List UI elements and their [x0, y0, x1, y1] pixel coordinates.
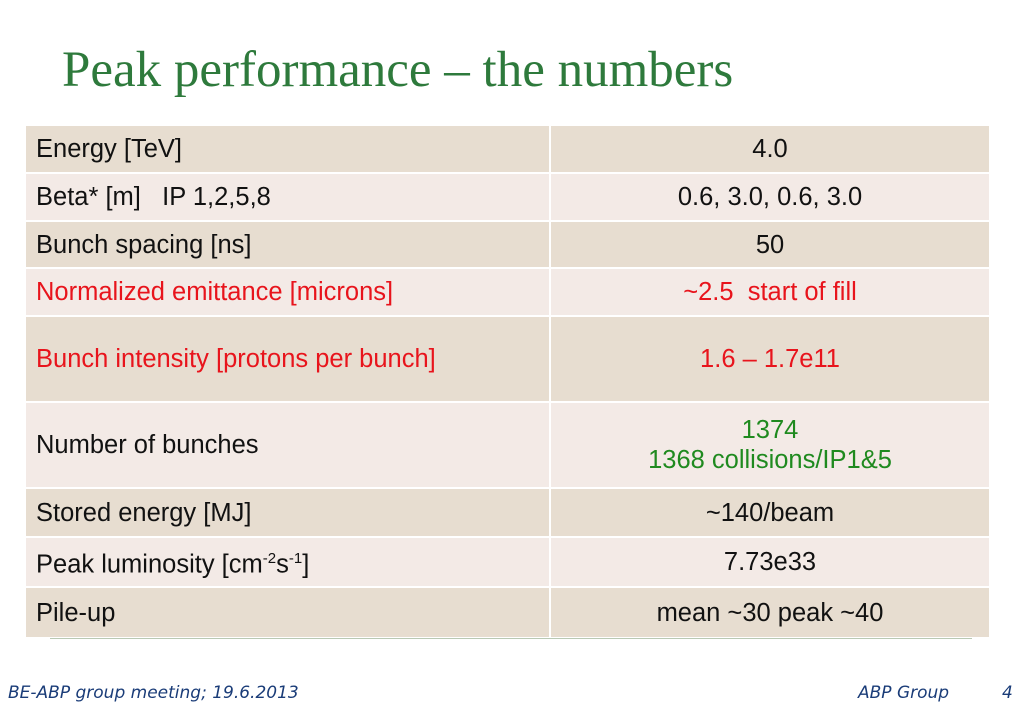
row-label-pile-up: Pile-up: [26, 587, 551, 639]
bunches-total: 1374: [741, 416, 799, 444]
row-label-emittance: Normalized emittance [microns]: [26, 268, 551, 317]
row-label-number-of-bunches: Number of bunches: [26, 402, 551, 489]
luminosity-label-prefix: Peak luminosity [cm: [36, 550, 263, 579]
footer-meeting-info: BE-ABP group meeting; 19.6.2013: [8, 683, 299, 703]
table-row-energy: Energy [TeV] 4.0: [26, 126, 989, 174]
table-row-bunch-spacing: Bunch spacing [ns] 50: [26, 221, 989, 269]
luminosity-label-mid: s: [276, 550, 289, 579]
row-value-peak-luminosity: 7.73e33: [550, 537, 989, 588]
row-value-energy: 4.0: [550, 126, 989, 174]
row-value-number-of-bunches: 1374 1368 collisions/IP1&5: [550, 402, 989, 489]
table-row-peak-luminosity: Peak luminosity [cm-2s-1] 7.73e33: [26, 537, 989, 588]
row-value-pile-up: mean ~30 peak ~40: [550, 587, 989, 639]
table-row-bunch-intensity: Bunch intensity [protons per bunch] 1.6 …: [26, 316, 989, 403]
row-value-beta: 0.6, 3.0, 0.6, 3.0: [550, 173, 989, 222]
row-value-bunch-intensity: 1.6 – 1.7e11: [550, 316, 989, 403]
row-label-beta: Beta* [m] IP 1,2,5,8: [26, 173, 551, 222]
row-label-peak-luminosity: Peak luminosity [cm-2s-1]: [26, 537, 551, 588]
footer-page-number: 4: [1002, 683, 1013, 703]
luminosity-exponent-s: -1: [288, 550, 303, 568]
row-label-bunch-spacing: Bunch spacing [ns]: [26, 221, 551, 269]
row-label-stored-energy: Stored energy [MJ]: [26, 488, 551, 538]
row-label-bunch-intensity: Bunch intensity [protons per bunch]: [26, 316, 551, 403]
table-row-beta: Beta* [m] IP 1,2,5,8 0.6, 3.0, 0.6, 3.0: [26, 173, 989, 222]
table-row-number-of-bunches: Number of bunches 1374 1368 collisions/I…: [26, 402, 989, 489]
row-value-emittance: ~2.5 start of fill: [550, 268, 989, 317]
footer-group-name: ABP Group: [858, 683, 950, 703]
table-row-stored-energy: Stored energy [MJ] ~140/beam: [26, 488, 989, 538]
row-value-stored-energy: ~140/beam: [550, 488, 989, 538]
slide-title: Peak performance – the numbers: [62, 42, 734, 98]
bunches-collisions: 1368 collisions/IP1&5: [648, 446, 892, 474]
row-label-energy: Energy [TeV]: [26, 126, 551, 174]
parameters-table: Energy [TeV] 4.0 Beta* [m] IP 1,2,5,8 0.…: [26, 126, 989, 639]
row-value-bunch-spacing: 50: [550, 221, 989, 269]
table-row-pile-up: Pile-up mean ~30 peak ~40: [26, 587, 989, 639]
luminosity-label-suffix: ]: [302, 550, 310, 579]
parameters-table-container: Energy [TeV] 4.0 Beta* [m] IP 1,2,5,8 0.…: [26, 126, 989, 639]
table-row-emittance: Normalized emittance [microns] ~2.5 star…: [26, 268, 989, 317]
table-underline-divider: [50, 638, 972, 639]
luminosity-exponent-cm: -2: [262, 550, 277, 568]
